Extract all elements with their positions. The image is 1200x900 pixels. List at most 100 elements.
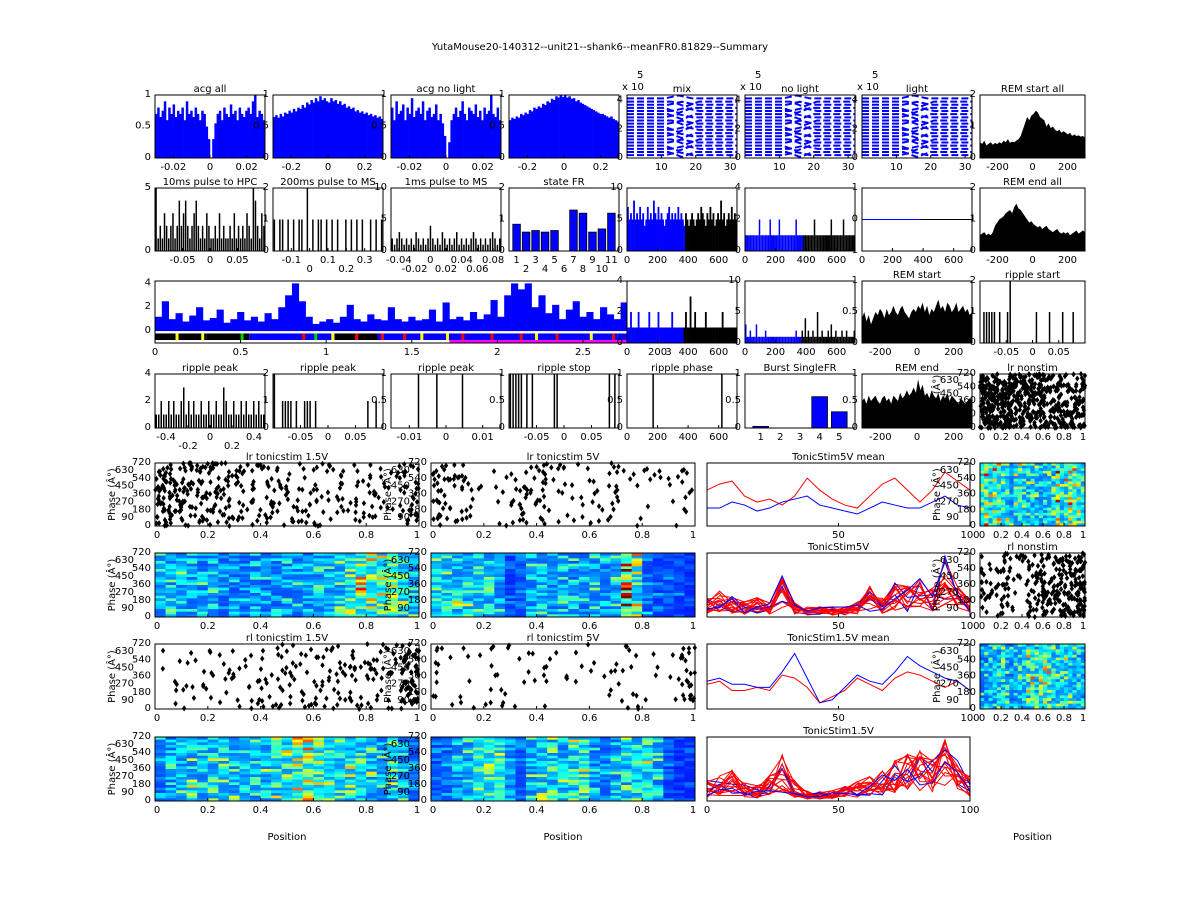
heatmap-cell [684,587,696,591]
heatmap-cell [589,558,601,562]
spike-point [1048,418,1053,425]
heatmap-cell [302,582,314,586]
phase-axis-label: Phase (Â°) [381,559,394,612]
bar [588,231,597,252]
xtick-label: 30 [959,162,972,173]
heatmap-cell [504,585,516,589]
heatmap-cell [557,553,569,557]
phase-tick-label: 450 [940,481,959,492]
spike-point [681,466,687,473]
heatmap-cell [260,582,272,586]
xtick-label: 0.8 [1056,621,1072,632]
panel-title: lr nonstim [1007,363,1058,374]
xtick-label: 0 [325,162,331,173]
heatmap-cell [218,598,230,602]
heatmap-cell [441,595,453,599]
xtick-label: 0.4 [246,432,262,443]
heatmap-cell [313,555,325,559]
waveform-trace [745,100,855,106]
heatmap-cell [1043,499,1048,503]
heatmap-cell [996,486,1002,490]
spike-point [382,483,388,490]
heatmap-cell [462,582,474,586]
heatmap-cell [250,601,262,605]
heatmap-cell [1017,494,1023,498]
heatmap-cell [557,558,569,562]
bar [671,312,674,343]
heatmap-cell [980,468,985,472]
spike-point [1006,405,1011,412]
heatmap-cell [1043,505,1048,509]
spike-point [374,657,380,664]
heatmap-cell [387,603,399,607]
marks [977,371,1088,431]
xtick-label: 0 [742,255,748,266]
heatmap-cell [473,606,485,610]
bar [196,113,200,158]
heatmap-cell [1034,476,1040,480]
spike-point [1041,563,1046,570]
bar [281,116,285,158]
phase-tick-label: 540 [132,563,151,574]
heatmap-cell [578,593,590,597]
heatmap-cell [621,603,633,607]
spike-point [995,381,1001,388]
spike-point [250,521,255,528]
bar [254,95,257,158]
heatmap-cell [568,593,580,597]
heatmap-cell [673,601,685,605]
bar [509,120,512,158]
heatmap-cell [1080,494,1086,498]
heatmap-cell [376,569,388,573]
heatmap-cell [366,563,378,567]
xtick-label: 0 [443,432,449,443]
heatmap-cell [1076,470,1082,474]
spike-point [172,482,177,489]
heatmap-cell [366,595,378,599]
heatmap-cell [473,569,485,573]
xtick-label: 2 [494,347,500,358]
xtick-label: 600 [827,347,846,358]
heatmap-cell [155,553,167,557]
marks [706,471,971,515]
spike-point [172,488,178,495]
heatmap-cell [397,571,409,575]
ytick-label: 0.5 [135,121,151,132]
spike-point [565,512,570,519]
heatmap-cell [988,512,994,516]
spike-point [401,469,407,476]
spike-point [1017,401,1022,408]
xtick-label: 0.2 [993,621,1009,632]
heatmap-cell [218,571,230,575]
spike-point [608,513,613,520]
heatmap-cell [1001,465,1006,469]
spike-point [600,506,605,513]
bar [463,113,467,158]
heatmap-cell [281,611,293,615]
heatmap-cell [452,606,464,610]
heatmap-cell [186,582,198,586]
heatmap-cell [376,555,388,559]
spike-point [1003,585,1008,592]
heatmap-cell [376,563,388,567]
heatmap-cell [621,561,633,565]
heatmap-cell [228,553,240,557]
heatmap-cell [165,577,177,581]
heatmap-cell [1080,502,1086,506]
spike-point [191,694,197,701]
heatmap-cell [376,606,388,610]
bar [341,105,344,158]
heatmap-cell [165,614,177,618]
spike-point [1067,385,1073,392]
bar [570,98,574,158]
state-segment [377,333,618,341]
panel-title: 1ms pulse to MS [405,177,488,188]
heatmap-cell [589,595,601,599]
bar [526,113,530,158]
ytick-label: 0 [145,422,151,433]
xtick-label: 20 [924,162,937,173]
heatmap-cell [239,590,251,594]
area-series [862,299,972,343]
heatmap-cell [176,558,188,562]
heatmap-cell [1005,489,1010,493]
